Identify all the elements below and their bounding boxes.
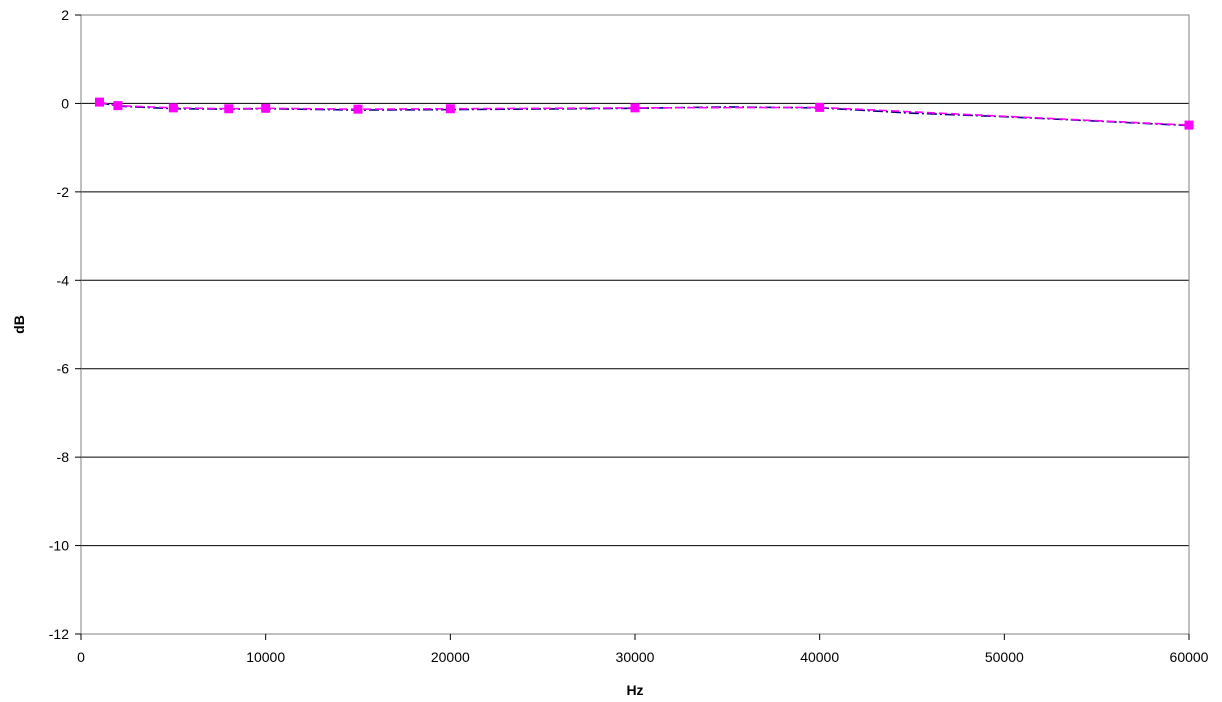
data-point-marker (94, 97, 104, 107)
y-tick-label: -2 (57, 184, 70, 200)
data-point-marker (168, 103, 178, 113)
x-axis-title: Hz (626, 682, 643, 698)
data-point-marker (445, 104, 455, 114)
data-point-marker (113, 101, 123, 111)
y-tick-label: -12 (49, 626, 69, 642)
gridlines (81, 102, 1189, 547)
x-tick-label: 0 (77, 649, 85, 665)
y-tick-label: -6 (57, 361, 70, 377)
data-point-marker (224, 104, 234, 114)
x-tick-label: 60000 (1170, 649, 1209, 665)
data-point-marker (261, 103, 271, 113)
data-point-marker (630, 103, 640, 113)
y-tick-label: -10 (49, 538, 69, 554)
y-tick-label: -8 (57, 449, 70, 465)
x-tick-label: 10000 (246, 649, 285, 665)
series-line (99, 101, 1190, 126)
y-axis-title: dB (11, 315, 27, 334)
x-tick-label: 40000 (800, 649, 839, 665)
y-tick-label: 0 (61, 95, 69, 111)
x-tick-label: 50000 (985, 649, 1024, 665)
x-axis-ticks: 0 10000 20000 30000 40000 50000 60000 (77, 634, 1209, 665)
data-point-marker (815, 102, 825, 112)
y-tick-label: -4 (57, 272, 70, 288)
y-axis-ticks: 2 0 -2 -4 -6 -8 -10 -12 (49, 7, 81, 642)
x-tick-label: 20000 (431, 649, 470, 665)
y-tick-label: 2 (61, 7, 69, 23)
data-point-marker (1184, 120, 1194, 130)
x-tick-label: 30000 (616, 649, 655, 665)
data-series (94, 97, 1194, 130)
data-point-marker (353, 104, 363, 114)
